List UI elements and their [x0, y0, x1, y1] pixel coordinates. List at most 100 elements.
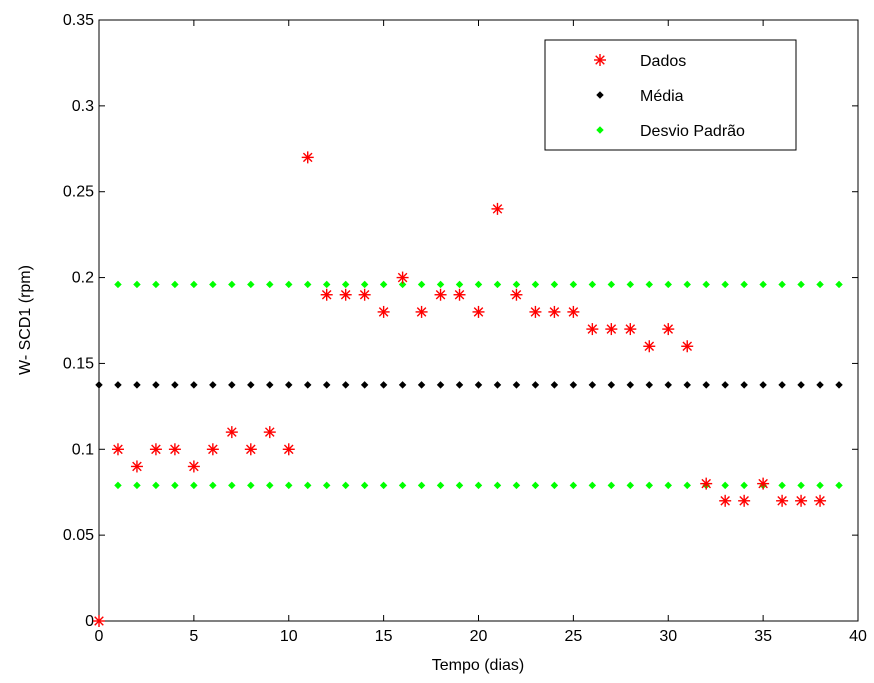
media-point — [322, 381, 331, 389]
data-marks — [93, 151, 843, 627]
desvio-lower-point — [569, 481, 578, 490]
desvio-upper-point — [209, 280, 217, 289]
axis-tick-labels: 0 5 10 15 20 25 30 35 40 0 0.05 0.1 0.15 0.2 0.25 0.3 0.… — [63, 12, 867, 645]
x-tick-label: 15 — [375, 628, 393, 645]
media-point — [797, 381, 805, 389]
desvio-lower-point — [740, 481, 748, 490]
media-point — [247, 381, 255, 389]
dados-point — [320, 288, 333, 301]
desvio-lower-point — [322, 481, 331, 490]
desvio-lower-point — [645, 481, 653, 490]
media-point — [740, 381, 748, 389]
desvio-upper-point — [379, 280, 388, 289]
dados-point — [643, 340, 656, 353]
media-point — [664, 381, 672, 389]
y-tick-label: 0.2 — [72, 270, 94, 287]
media-point — [171, 381, 179, 389]
legend-box — [544, 39, 797, 151]
desvio-upper-point — [759, 280, 767, 289]
desvio-lower-point — [341, 481, 350, 490]
desvio-lower-point — [247, 481, 255, 490]
media-point — [626, 381, 635, 389]
dados-point — [111, 443, 124, 456]
desvio-lower-point — [816, 481, 824, 490]
media-point — [266, 381, 274, 389]
y-tick-label: 0 — [85, 613, 94, 630]
y-tick-label: 0.3 — [72, 98, 94, 115]
desvio-upper-point — [171, 280, 179, 289]
dados-point — [757, 477, 770, 490]
desvio-upper-point — [797, 280, 805, 289]
desvio-upper-point — [190, 280, 198, 289]
media-point — [569, 381, 578, 389]
legend-markers — [594, 54, 606, 134]
dados-point — [738, 494, 751, 507]
media-point — [190, 381, 198, 389]
desvio-upper-point — [341, 280, 350, 289]
dados-point — [453, 288, 466, 301]
desvio-upper-point — [285, 280, 293, 289]
desvio-upper-point — [683, 280, 691, 289]
desvio-lower-point — [266, 481, 274, 490]
dados-point — [225, 426, 238, 439]
dados-point — [814, 494, 827, 507]
desvio-lower-point — [683, 481, 691, 490]
dados-point — [396, 271, 409, 284]
desvio-lower-point — [721, 481, 729, 490]
desvio-upper-point — [626, 280, 635, 289]
desvio-upper-point — [455, 280, 464, 289]
desvio-lower-point — [209, 481, 217, 490]
media-point — [493, 381, 502, 389]
media-point — [759, 381, 767, 389]
desvio-upper-point — [721, 280, 729, 289]
desvio-lower-point — [133, 481, 141, 490]
dados-point — [719, 494, 732, 507]
media-point — [341, 381, 350, 389]
desvio-lower-point — [512, 481, 521, 490]
desvio-upper-point — [152, 280, 160, 289]
desvio-upper-point — [304, 280, 312, 289]
media-point — [133, 381, 141, 389]
dados-point — [358, 288, 371, 301]
media-point — [588, 381, 597, 389]
media-point — [398, 381, 407, 389]
dados-point — [662, 323, 675, 336]
dados-point — [206, 443, 219, 456]
dados-point — [415, 305, 428, 318]
media-point — [645, 381, 653, 389]
legend-label-desvio-padrao: Desvio Padrão — [640, 123, 745, 140]
dados-point — [434, 288, 447, 301]
desvio-upper-point — [360, 280, 369, 289]
dados-point — [282, 443, 295, 456]
media-point — [607, 381, 616, 389]
desvio-upper-point — [740, 280, 748, 289]
desvio-lower-point — [285, 481, 293, 490]
desvio-lower-point — [531, 481, 540, 490]
desvio-upper-point — [322, 280, 331, 289]
desvio-upper-point — [645, 280, 653, 289]
desvio-upper-point — [417, 280, 426, 289]
legend-label-media: Média — [640, 88, 684, 105]
desvio-upper-point — [664, 280, 672, 289]
desvio-lower-point — [152, 481, 160, 490]
dados-point — [377, 305, 390, 318]
desvio-lower-point — [114, 481, 122, 490]
media-point — [285, 381, 293, 389]
media-point — [95, 381, 103, 389]
desvio-upper-point — [228, 280, 236, 289]
desvio-lower-point — [835, 481, 843, 490]
dados-point — [130, 460, 143, 473]
media-point — [436, 381, 445, 389]
desvio-lower-point — [436, 481, 445, 490]
desvio-lower-point — [664, 481, 672, 490]
dados-point — [795, 494, 808, 507]
desvio-upper-point — [702, 280, 710, 289]
dados-point — [548, 305, 561, 318]
dados-point — [700, 477, 713, 490]
dados-point — [187, 460, 200, 473]
desvio-upper-point — [436, 280, 445, 289]
desvio-lower-point — [228, 481, 236, 490]
desvio-upper-point — [474, 280, 483, 289]
dados-point — [586, 323, 599, 336]
